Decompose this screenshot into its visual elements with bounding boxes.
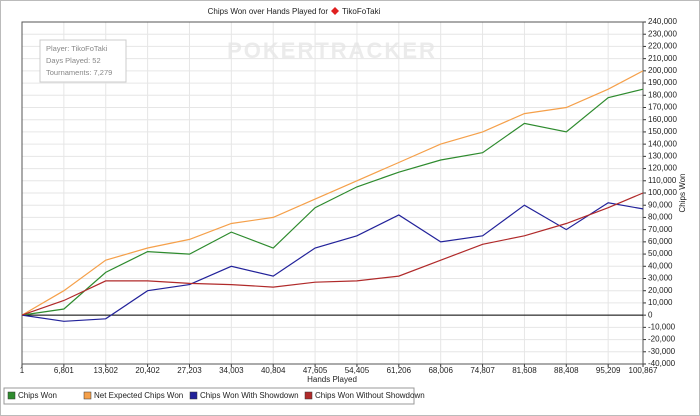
y-tick-label: -40,000: [648, 359, 676, 368]
x-tick-label: 6,801: [54, 366, 75, 375]
y-tick-label: 50,000: [648, 249, 673, 258]
y-tick-label: 230,000: [648, 29, 677, 38]
y-tick-label: 170,000: [648, 103, 677, 112]
info-box: [39, 39, 127, 83]
y-tick-label: 150,000: [648, 127, 677, 136]
series-line: [21, 88, 644, 316]
y-tick-label: 60,000: [648, 237, 673, 246]
legend-swatch: [7, 391, 16, 400]
y-tick-label: 70,000: [648, 225, 673, 234]
y-tick-label: -10,000: [648, 322, 676, 331]
x-tick-label: 54,405: [345, 366, 370, 375]
y-tick-label: 210,000: [648, 54, 677, 63]
x-tick-label: 20,402: [135, 366, 160, 375]
info-line: Player: TikoFoTaki: [46, 44, 108, 53]
x-tick-label: 1: [20, 366, 25, 375]
x-axis-label: Hands Played: [307, 375, 357, 384]
x-tick-label: 27,203: [177, 366, 202, 375]
y-tick-label: 110,000: [648, 176, 677, 185]
legend-label: Chips Won Without Showdown: [315, 391, 425, 400]
y-tick-label: 0: [648, 310, 653, 319]
legend-label: Net Expected Chips Won: [94, 391, 183, 400]
y-tick-label: 90,000: [648, 200, 673, 209]
x-tick-label: 61,206: [387, 366, 412, 375]
x-tick-label: 74,807: [470, 366, 495, 375]
y-tick-label: 200,000: [648, 66, 677, 75]
legend-swatch: [304, 391, 313, 400]
player-name: TikoFoTaki: [342, 7, 381, 16]
player-icon: [331, 7, 339, 15]
legend-swatch: [83, 391, 92, 400]
chart-title: Chips Won over Hands Played for: [208, 7, 329, 16]
x-tick-label: 47,605: [303, 366, 328, 375]
y-tick-label: 160,000: [648, 115, 677, 124]
x-tick-label: 88,408: [554, 366, 579, 375]
x-tick-label: 95,209: [596, 366, 621, 375]
legend-label: Chips Won: [18, 391, 57, 400]
y-tick-label: 30,000: [648, 274, 673, 283]
y-tick-label: 80,000: [648, 213, 673, 222]
legend-swatch: [189, 391, 198, 400]
info-line: Days Played: 52: [46, 56, 101, 65]
x-tick-label: 40,804: [261, 366, 286, 375]
y-tick-label: 180,000: [648, 90, 677, 99]
y-tick-label: 40,000: [648, 261, 673, 270]
y-tick-label: 130,000: [648, 151, 677, 160]
x-tick-label: 34,003: [219, 366, 244, 375]
legend-label: Chips Won With Showdown: [200, 391, 299, 400]
y-tick-label: 10,000: [648, 298, 673, 307]
x-tick-label: 100,867: [629, 366, 658, 375]
series-line: [21, 70, 644, 316]
y-tick-label: 190,000: [648, 78, 677, 87]
y-tick-label: 140,000: [648, 139, 677, 148]
y-tick-label: 120,000: [648, 164, 677, 173]
info-line: Tournaments: 7,279: [46, 68, 112, 77]
y-tick-label: 100,000: [648, 188, 677, 197]
series-line: [21, 202, 644, 322]
x-tick-label: 68,006: [428, 366, 453, 375]
x-tick-label: 81,608: [512, 366, 537, 375]
y-tick-label: -20,000: [648, 335, 676, 344]
series-line: [21, 192, 644, 316]
y-tick-label: 220,000: [648, 42, 677, 51]
y-tick-label: 240,000: [648, 17, 677, 26]
x-tick-label: 13,602: [94, 366, 119, 375]
y-axis-label: Chips Won: [678, 174, 687, 213]
y-tick-label: -30,000: [648, 347, 676, 356]
y-tick-label: 20,000: [648, 286, 673, 295]
